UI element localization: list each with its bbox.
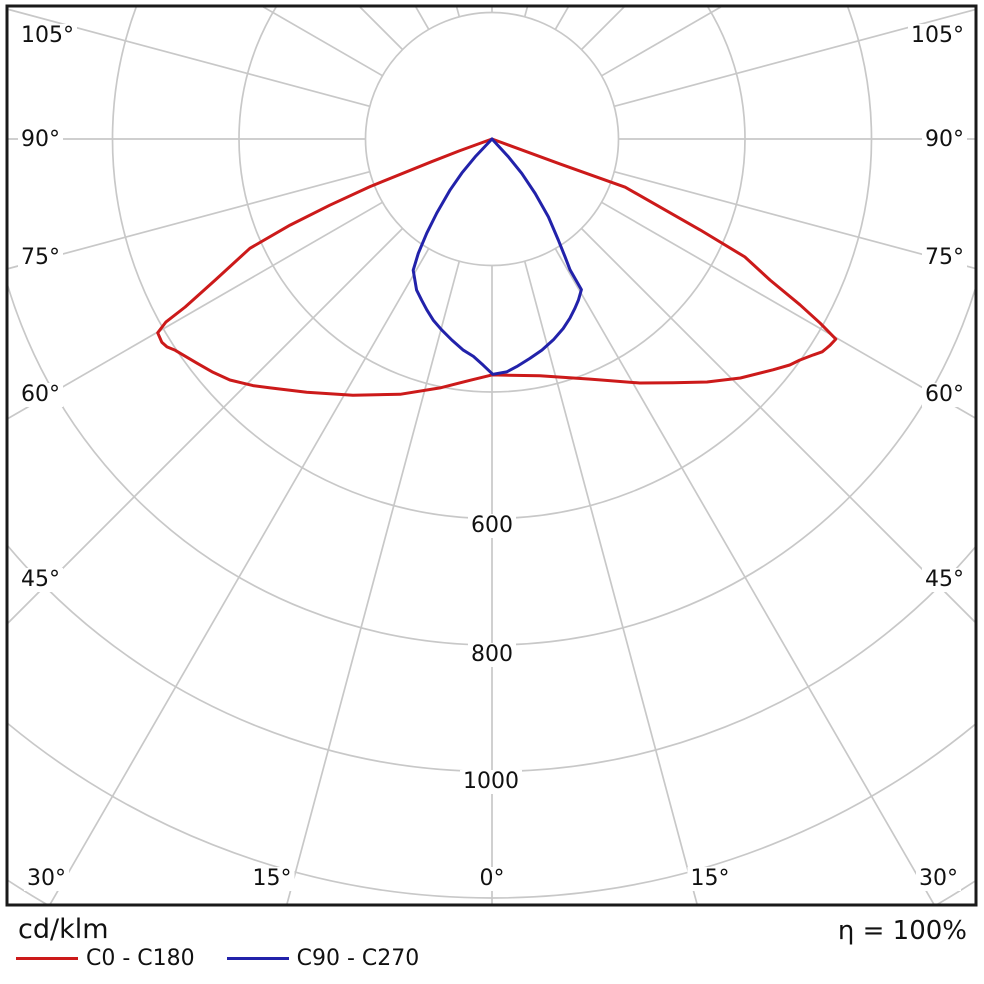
efficiency-label: η = 100% [837, 916, 967, 946]
c0-c180-curve [156, 137, 838, 397]
angle-label-left-75: 75° [18, 246, 63, 270]
angle-label-left-105: 105° [18, 24, 77, 48]
angle-label-left-30: 30° [24, 867, 69, 891]
angle-label-left-60: 60° [18, 383, 63, 407]
angle-label-left-90: 90° [18, 128, 63, 152]
blue-line-swatch [226, 957, 289, 960]
angle-label-right-45: 45° [922, 568, 967, 592]
angle-label-bottom-15-left: 15° [249, 867, 295, 891]
units-label: cd/klm [18, 914, 109, 945]
angle-label-bottom-15-right: 15° [687, 867, 733, 891]
chart-frame [5, 4, 978, 907]
red-line-swatch [16, 957, 78, 960]
legend-item-c90-c270: C90 - C270 [226, 946, 420, 971]
angle-label-right-75: 75° [922, 246, 967, 270]
angle-label-left-45: 45° [18, 568, 63, 592]
angle-label-bottom-0: 0° [476, 867, 508, 891]
legend-label-c0-c180: C0 - C180 [86, 946, 195, 971]
legend: C0 - C180 C90 - C270 [16, 946, 419, 971]
ring-label-800: 800 [468, 643, 516, 667]
angle-label-right-90: 90° [922, 128, 967, 152]
ring-label-600: 600 [468, 514, 516, 538]
angle-label-right-30: 30° [916, 867, 961, 891]
legend-item-c0-c180: C0 - C180 [16, 946, 195, 971]
angle-label-right-105: 105° [908, 24, 967, 48]
angle-label-right-60: 60° [922, 383, 967, 407]
ring-label-1000: 1000 [460, 770, 522, 794]
c90-c270-curve [411, 137, 583, 376]
legend-label-c90-c270: C90 - C270 [296, 946, 420, 971]
